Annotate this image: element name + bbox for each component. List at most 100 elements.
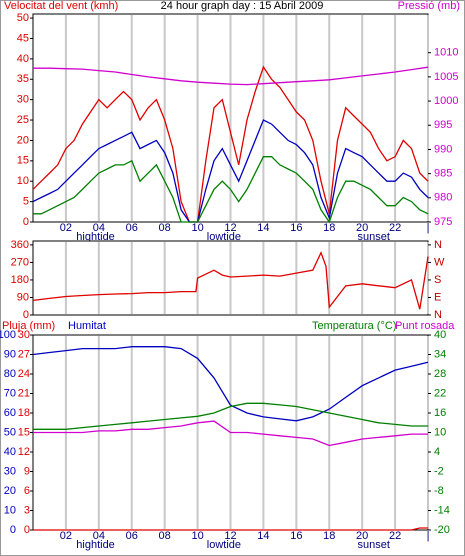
y-tick-label: 90 <box>4 348 16 360</box>
x-tick-label: 16 <box>290 222 302 234</box>
y3-tick-label: 24 <box>18 368 30 380</box>
y-tick-label: 25 <box>17 114 29 126</box>
y2-tick-label: -8 <box>434 485 444 497</box>
y2-tick-label: -20 <box>434 524 450 536</box>
y3-tick-label: 6 <box>24 485 30 497</box>
y-axis-title: Velocitat del vent (kmh) <box>4 0 118 12</box>
legend-label: Humitat <box>68 320 106 332</box>
x-tick-label: 10 <box>191 222 203 234</box>
y-tick-label: 360 <box>11 239 29 251</box>
series-line <box>32 65 429 223</box>
y-tick-label: 270 <box>11 256 29 268</box>
y2-tick-label: 980 <box>434 192 452 204</box>
y3-tick-label: 3 <box>24 504 30 516</box>
series-line <box>32 119 429 223</box>
legend-label: Pluja (mm) <box>2 320 55 332</box>
y-tick-label: 0 <box>10 524 16 536</box>
y2-tick-label: 1010 <box>434 47 458 59</box>
x-tick-label: 10 <box>191 530 203 542</box>
legend-label: Temperatura (°C) <box>312 320 396 332</box>
y2-tick-label: 22 <box>434 387 446 399</box>
y-tick-label: 100 <box>0 329 16 341</box>
series-line <box>32 251 429 310</box>
x-tick-label: 06 <box>126 222 138 234</box>
x-tick-label: 08 <box>159 222 171 234</box>
y3-tick-label: 15 <box>18 426 30 438</box>
y2-tick-label: 975 <box>434 216 452 228</box>
y-tick-label: 20 <box>17 134 29 146</box>
tide-label: sunset <box>357 231 389 243</box>
y-tick-label: 90 <box>17 291 29 303</box>
y-tick-label: 30 <box>4 465 16 477</box>
series-line <box>33 402 428 430</box>
y-tick-label: 50 <box>17 12 29 24</box>
x-tick-label: 12 <box>224 222 236 234</box>
y-tick-label: 45 <box>17 32 29 44</box>
y3-tick-label: 18 <box>18 407 30 419</box>
y2-tick-label: S <box>434 274 441 286</box>
x-tick-label: 18 <box>323 530 335 542</box>
y2-tick-label: 990 <box>434 143 452 155</box>
y-tick-label: 50 <box>4 426 16 438</box>
x-tick-label: | <box>427 222 430 234</box>
legend-label: Punt rosada <box>395 320 455 332</box>
y-tick-label: 0 <box>23 309 29 321</box>
y2-tick-label: 985 <box>434 168 452 180</box>
y-tick-label: 40 <box>17 53 29 65</box>
x-tick-label: 08 <box>159 530 171 542</box>
series-line <box>33 527 428 531</box>
series-line <box>33 156 429 224</box>
x-tick-label: 06 <box>126 530 138 542</box>
series-line <box>32 346 429 422</box>
x-tick-label: 14 <box>257 222 269 234</box>
y-tick-label: 30 <box>17 94 29 106</box>
y3-tick-label: 21 <box>18 387 30 399</box>
x-tick-label: | <box>427 530 430 542</box>
chart-title: 24 hour graph day : 15 Abril 2009 <box>161 0 324 12</box>
y-tick-label: 0 <box>23 216 29 228</box>
y2-tick-label: -14 <box>434 504 450 516</box>
series-line <box>33 66 429 86</box>
y3-tick-label: 27 <box>18 348 30 360</box>
x-tick-label: 16 <box>290 530 302 542</box>
y2-tick-label: 1005 <box>434 71 458 83</box>
y2-tick-label: 34 <box>434 348 446 360</box>
x-tick-label: 12 <box>224 530 236 542</box>
y3-tick-label: 12 <box>18 446 30 458</box>
x-tick-label: 02 <box>60 222 72 234</box>
x-tick-label: 18 <box>323 222 335 234</box>
y2-tick-label: 4 <box>434 446 440 458</box>
y-tick-label: 60 <box>4 407 16 419</box>
tide-label: lowtide <box>207 539 241 551</box>
tide-label: hightide <box>76 231 115 243</box>
y2-tick-label: W <box>434 256 445 268</box>
y-tick-label: 10 <box>4 504 16 516</box>
x-tick-label: 04 <box>93 530 105 542</box>
series-line <box>33 420 428 447</box>
y3-tick-label: 0 <box>24 524 30 536</box>
y-tick-label: 80 <box>4 368 16 380</box>
x-tick-label: 22 <box>389 222 401 234</box>
y-tick-label: 15 <box>17 155 29 167</box>
y-tick-label: 35 <box>17 73 29 85</box>
x-tick-label: 02 <box>60 530 72 542</box>
x-tick-label: 20 <box>356 222 368 234</box>
y-tick-label: 70 <box>4 387 16 399</box>
y-tick-label: 10 <box>17 175 29 187</box>
y2-tick-label: 16 <box>434 407 446 419</box>
y2-tick-label: 1000 <box>434 95 458 107</box>
y2-tick-label: N <box>434 309 442 321</box>
x-tick-label: 20 <box>356 530 368 542</box>
tide-label: hightide <box>76 539 115 551</box>
y-tick-label: 20 <box>4 485 16 497</box>
y2-tick-label: 995 <box>434 119 452 131</box>
y2-tick-label: 10 <box>434 426 446 438</box>
y2-tick-label: -2 <box>434 465 444 477</box>
x-tick-label: 22 <box>389 530 401 542</box>
y2-tick-label: 28 <box>434 368 446 380</box>
y2-tick-label: E <box>434 291 441 303</box>
y2-tick-label: N <box>434 239 442 251</box>
tide-label: lowtide <box>207 231 241 243</box>
y-tick-label: 40 <box>4 446 16 458</box>
